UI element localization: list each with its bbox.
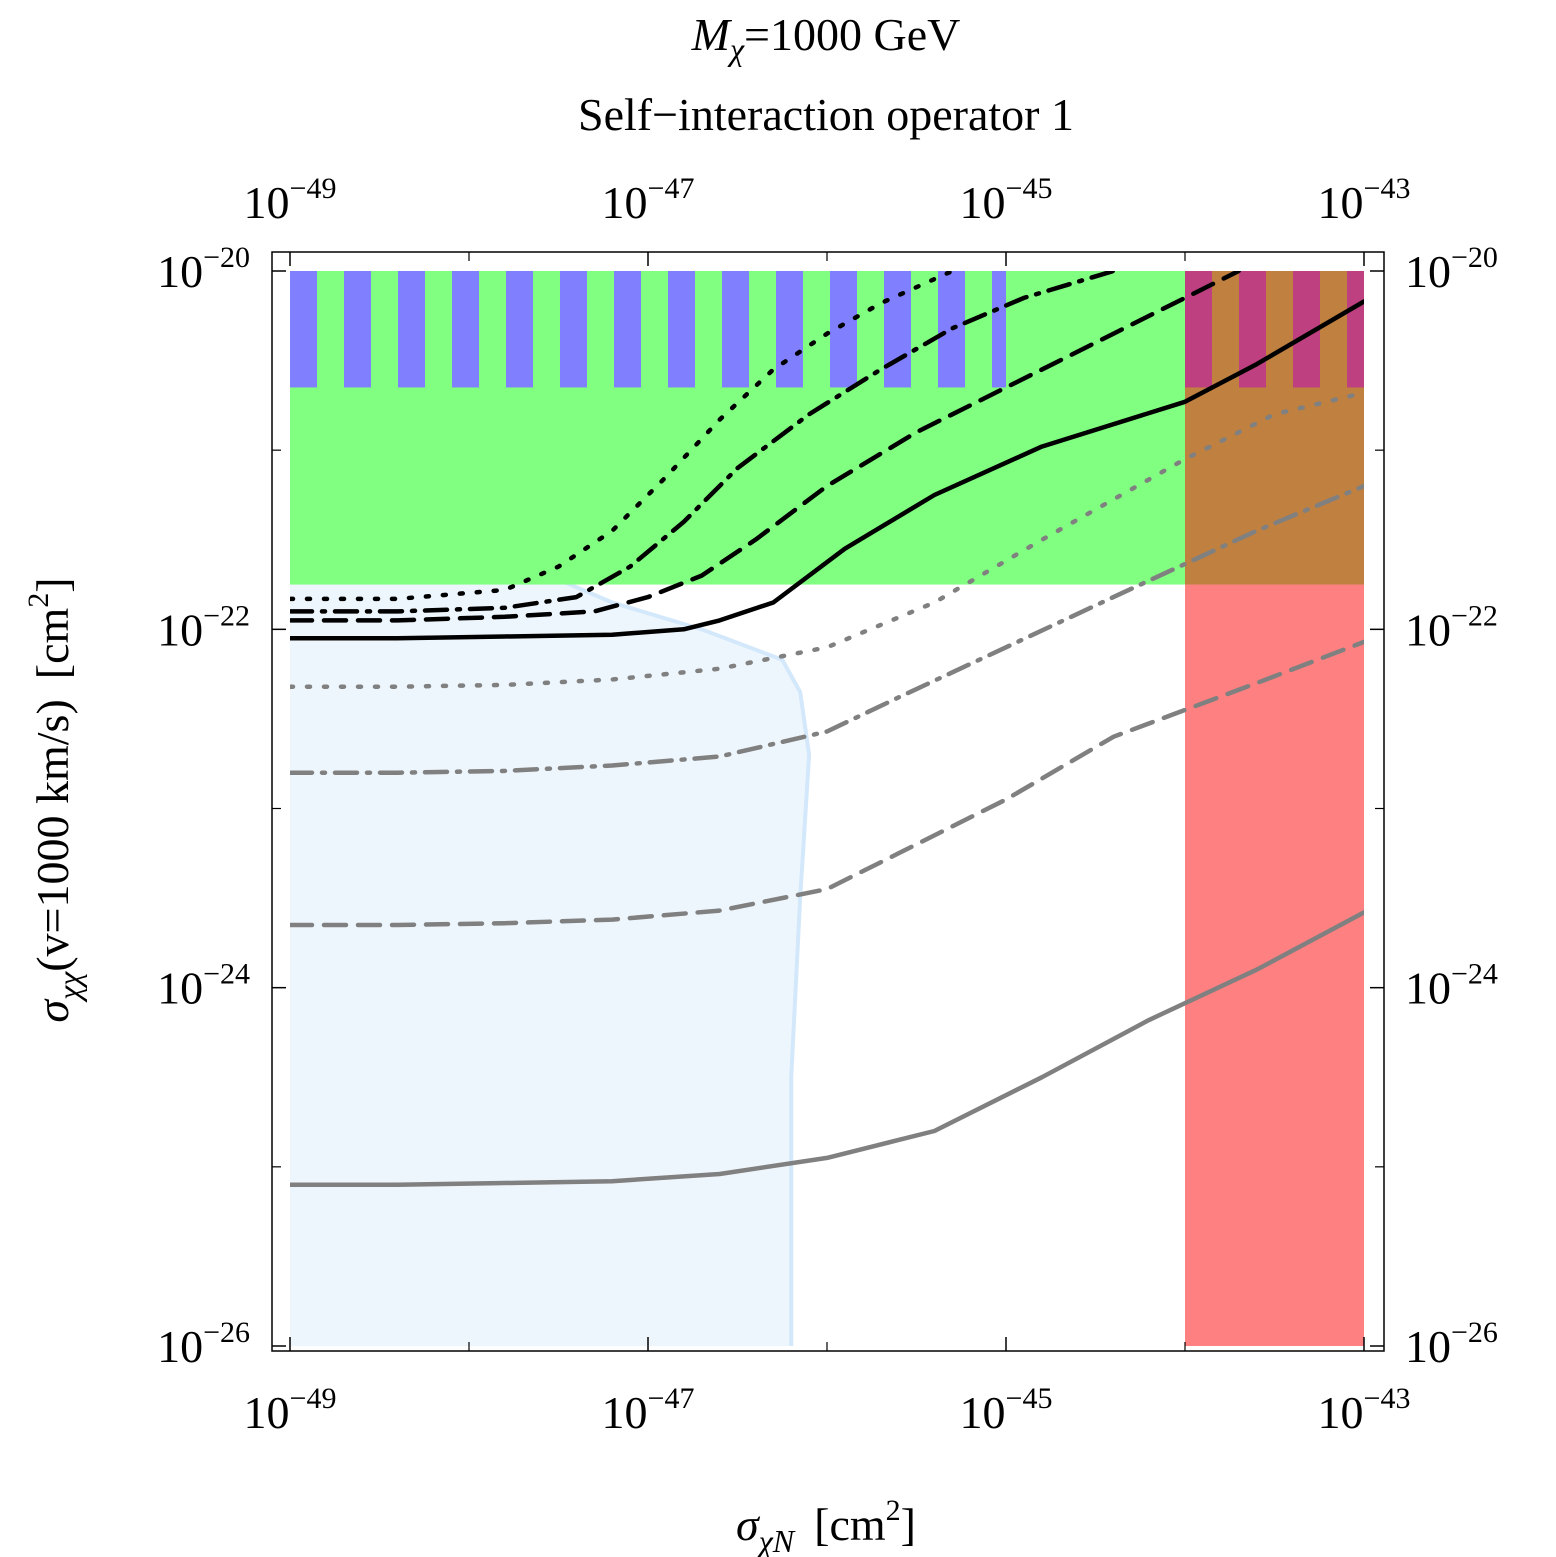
y-tick-label-left-1: 10−22 <box>157 599 250 655</box>
series-gray-dashdot <box>290 483 1364 775</box>
y-tick-label-right-1-base: 10 <box>1405 604 1451 655</box>
series-black-solid <box>290 299 1364 641</box>
x-tick-label-top-3-base: 10 <box>1318 177 1364 228</box>
region-light-blue <box>290 539 810 1346</box>
y-tick-label-right-3-base: 10 <box>1405 1321 1451 1372</box>
y-tick-label-left-2-exp: −24 <box>203 958 250 991</box>
y-tick-label-left-0-exp: −20 <box>203 241 250 274</box>
x-tick-label-bottom-0-exp: −49 <box>290 1382 337 1415</box>
series-gray-dashed <box>290 639 1364 928</box>
x-label-subscript: χN <box>756 1523 796 1557</box>
chart-title-line2: Self−interaction operator 1 <box>578 89 1074 140</box>
x-tick-label-top-2-base: 10 <box>960 177 1006 228</box>
x-tick-label-top-3: 10−43 <box>1318 172 1411 228</box>
x-tick-label-top-0-exp: −49 <box>290 172 337 205</box>
x-tick-label-top-1: 10−47 <box>602 172 695 228</box>
x-tick-label-top-2-exp: −45 <box>1006 172 1053 205</box>
y-label-unit: [cm <box>27 607 78 679</box>
x-tick-label-bottom-3-base: 10 <box>1318 1387 1364 1438</box>
y-tick-label-left-1-base: 10 <box>157 604 203 655</box>
blue-stripe <box>668 271 695 388</box>
x-tick-label-top-0-base: 10 <box>244 177 290 228</box>
y-tick-label-right-0: 10−20 <box>1405 241 1498 297</box>
blue-stripe <box>506 271 533 388</box>
blue-stripe <box>452 271 479 388</box>
magenta-stripe <box>1347 271 1364 388</box>
x-tick-label-bottom-2: 10−45 <box>960 1382 1053 1438</box>
blue-stripe <box>722 271 749 388</box>
blue-stripe <box>992 271 1006 388</box>
y-tick-label-left-3-exp: −26 <box>203 1316 250 1349</box>
x-tick-label-bottom-3: 10−43 <box>1318 1382 1411 1438</box>
x-label-symbol: σ <box>736 1499 761 1550</box>
blue-stripe <box>884 271 911 388</box>
x-tick-label-bottom-2-exp: −45 <box>1006 1382 1053 1415</box>
series-black-dashed <box>290 271 1241 623</box>
y-tick-label-right-2-exp: −24 <box>1451 958 1498 991</box>
series-black-dashdot <box>290 271 1116 614</box>
ticks-layer: 10−4910−4910−4710−4710−4510−4510−4310−43… <box>157 172 1498 1438</box>
title-mass-value: =1000 GeV <box>744 9 960 60</box>
x-tick-label-top-1-exp: −47 <box>648 172 695 205</box>
series-gray-solid <box>290 910 1364 1188</box>
x-tick-label-bottom-3-exp: −43 <box>1364 1382 1411 1415</box>
title-mass-symbol: M <box>691 9 733 60</box>
x-tick-label-bottom-1-exp: −47 <box>648 1382 695 1415</box>
y-tick-label-right-3: 10−26 <box>1405 1316 1498 1372</box>
y-label-unit-sup: 2 <box>22 593 55 608</box>
x-tick-label-top-0: 10−49 <box>244 172 337 228</box>
x-label-unit: [cm <box>814 1499 886 1550</box>
y-tick-label-right-3-exp: −26 <box>1451 1316 1498 1349</box>
y-tick-label-right-2-base: 10 <box>1405 963 1451 1014</box>
plot-frame <box>271 251 1385 1352</box>
y-label-subscript: χχ <box>51 971 87 1003</box>
region-red <box>1185 584 1364 1346</box>
y-tick-label-right-1: 10−22 <box>1405 599 1498 655</box>
blue-stripe <box>830 271 857 388</box>
blue-stripe <box>398 271 425 388</box>
y-tick-label-left-1-exp: −22 <box>203 599 250 632</box>
title-mass-subscript: χ <box>727 31 745 67</box>
x-tick-label-bottom-2-base: 10 <box>960 1387 1006 1438</box>
chart-title-line1: Mχ=1000 GeV <box>691 9 961 67</box>
x-tick-label-bottom-1-base: 10 <box>602 1387 648 1438</box>
x-tick-label-bottom-0-base: 10 <box>244 1387 290 1438</box>
x-tick-label-top-3-exp: −43 <box>1364 172 1411 205</box>
y-label-symbol: σ <box>27 998 78 1023</box>
blue-stripe <box>614 271 641 388</box>
x-tick-label-top-2: 10−45 <box>960 172 1053 228</box>
x-label-unit-close: ] <box>901 1499 916 1550</box>
blue-stripe <box>290 271 317 388</box>
x-axis-label: σχN [cm2] <box>736 1494 916 1557</box>
blue-stripe <box>560 271 587 388</box>
y-tick-label-right-1-exp: −22 <box>1451 599 1498 632</box>
y-tick-label-left-2-base: 10 <box>157 963 203 1014</box>
x-tick-label-bottom-0: 10−49 <box>244 1382 337 1438</box>
x-tick-label-top-1-base: 10 <box>602 177 648 228</box>
regions-layer <box>290 271 1364 1346</box>
y-axis-label: σχχ(v=1000 km/s) [cm2] <box>22 577 87 1022</box>
y-tick-label-right-2: 10−24 <box>1405 958 1498 1014</box>
region-brown-overlap <box>1185 271 1364 585</box>
y-label-velocity: (v=1000 km/s) <box>27 699 78 972</box>
blue-stripe <box>776 271 803 388</box>
x-tick-label-bottom-1: 10−47 <box>602 1382 695 1438</box>
y-tick-label-right-0-base: 10 <box>1405 246 1451 297</box>
y-tick-label-left-0-base: 10 <box>157 246 203 297</box>
x-label-unit-sup: 2 <box>886 1494 901 1527</box>
y-tick-label-right-0-exp: −20 <box>1451 241 1498 274</box>
y-label-unit-close: ] <box>27 577 78 592</box>
y-tick-label-left-3-base: 10 <box>157 1321 203 1372</box>
y-tick-label-left-2: 10−24 <box>157 958 250 1014</box>
blue-stripe <box>344 271 371 388</box>
series-layer <box>290 271 1364 1188</box>
y-tick-label-left-3: 10−26 <box>157 1316 250 1372</box>
y-tick-label-left-0: 10−20 <box>157 241 250 297</box>
